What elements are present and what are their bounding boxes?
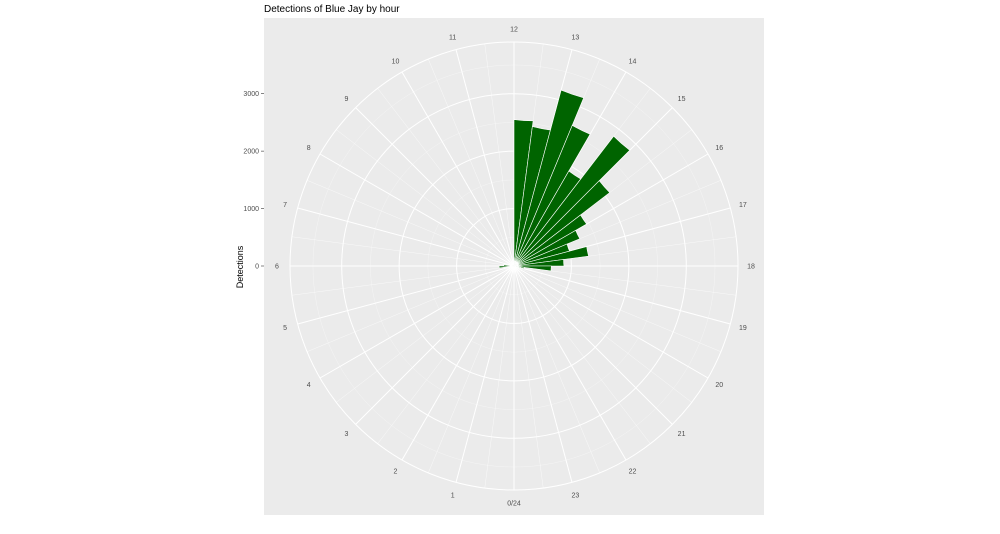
grid-spoke-minor — [484, 265, 515, 489]
hour-label: 11 — [449, 35, 456, 42]
hour-label: 8 — [307, 145, 311, 152]
hour-label: 9 — [344, 96, 348, 103]
y-axis: 0 1000 2000 3000 — [243, 91, 264, 271]
hour-label: 2 — [394, 469, 398, 476]
grid-spoke-minor — [377, 88, 515, 267]
hour-label: 23 — [571, 492, 579, 499]
grid-spoke — [513, 265, 709, 379]
hour-label: 17 — [739, 202, 747, 209]
bars — [498, 89, 631, 272]
y-axis-label: Detections — [235, 245, 245, 288]
bar-wedge — [513, 180, 611, 267]
hour-label: 13 — [571, 35, 579, 42]
hour-label: 20 — [715, 382, 723, 389]
y-tick-label: 1000 — [243, 206, 259, 213]
hour-label: 15 — [678, 96, 686, 103]
bar-wedge — [503, 264, 515, 267]
grid-spoke — [513, 265, 627, 461]
hour-label: 6 — [275, 264, 279, 271]
grid-spoke-minor — [336, 129, 515, 267]
grid-spoke — [401, 265, 515, 461]
bar-wedge — [513, 135, 631, 267]
bar-wedge — [513, 89, 585, 267]
hour-label: 18 — [747, 264, 755, 271]
grid-spoke — [455, 49, 515, 267]
grid-spoke — [319, 153, 515, 267]
hour-label: 19 — [739, 325, 747, 332]
hour-label: 10 — [392, 58, 400, 65]
hour-label: 22 — [629, 469, 637, 476]
hour-label: 5 — [283, 325, 287, 332]
bar-wedge — [513, 246, 589, 267]
hour-label: 7 — [283, 202, 287, 209]
grid-spoke-minor — [306, 265, 515, 352]
grid-spoke-minor — [513, 265, 692, 403]
y-tick-label: 3000 — [243, 91, 259, 98]
y-tick-label: 0 — [255, 264, 259, 271]
grid-spoke — [513, 265, 731, 325]
grid-spoke — [319, 265, 515, 379]
grid-spoke — [355, 107, 515, 267]
hour-label: 3 — [344, 431, 348, 438]
hour-label: 1 — [451, 492, 455, 499]
grid-spoke-minor — [377, 265, 515, 444]
bar-wedge — [513, 214, 588, 267]
bar-wedge — [513, 259, 565, 267]
bar-wedge — [513, 229, 581, 267]
grid-spoke-minor — [484, 43, 515, 267]
hour-label: 14 — [629, 58, 637, 65]
grid-spoke — [401, 71, 515, 267]
grid-spoke-minor — [513, 265, 600, 474]
grid-spoke — [297, 207, 515, 267]
hour-label: 4 — [307, 382, 311, 389]
y-tick-label: 2000 — [243, 149, 259, 156]
grid-spoke — [513, 265, 573, 483]
grid-spoke — [513, 265, 673, 425]
hour-label: 21 — [678, 431, 686, 438]
grid-spoke — [455, 265, 515, 483]
grid-spoke-minor — [336, 265, 515, 403]
hour-label: 16 — [715, 145, 723, 152]
grid-spoke-minor — [428, 58, 515, 267]
hour-label: 0/24 — [507, 501, 521, 508]
hour-labels: 0/24123456789101112131415161718192021222… — [275, 27, 755, 508]
bar-wedge — [513, 265, 522, 269]
grid-spoke-minor — [428, 265, 515, 474]
grid-spoke-minor — [291, 236, 515, 267]
grid-spoke-minor — [291, 265, 515, 296]
grid-spoke-minor — [513, 265, 651, 444]
grid-spoke-minor — [513, 265, 544, 489]
grid-spoke — [355, 265, 515, 425]
bar-wedge — [513, 124, 591, 267]
grid-spoke — [297, 265, 515, 325]
chart-title: Detections of Blue Jay by hour — [264, 4, 400, 15]
hour-label: 12 — [510, 27, 518, 34]
grid-spoke-minor — [513, 265, 722, 352]
bar-wedge — [498, 265, 515, 269]
grid-spoke-minor — [306, 180, 515, 267]
